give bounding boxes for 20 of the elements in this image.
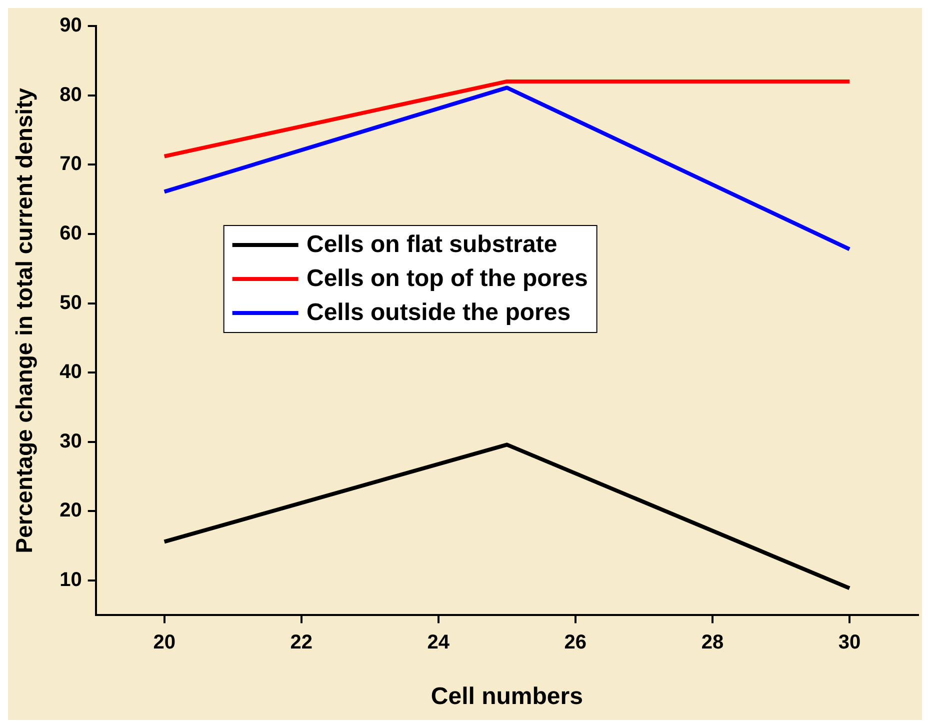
- x-tick-label: 28: [701, 632, 724, 654]
- y-tick-label: 60: [60, 222, 82, 244]
- legend-label: Cells on top of the pores: [306, 264, 588, 294]
- y-tick-label: 20: [60, 500, 82, 522]
- x-axis-title: Cell numbers: [430, 683, 583, 710]
- x-tick-label: 20: [153, 632, 176, 654]
- y-tick-label: 50: [60, 292, 82, 314]
- y-tick-label: 40: [60, 361, 82, 384]
- y-tick-label: 10: [60, 569, 82, 592]
- y-tick-label: 80: [60, 84, 82, 106]
- y-tick-label: 90: [60, 14, 82, 37]
- x-tick-label: 24: [427, 632, 450, 654]
- y-axis-title: Percentage change in total current density: [11, 88, 38, 554]
- legend-label: Cells on flat substrate: [306, 230, 558, 260]
- x-tick-label: 30: [838, 632, 861, 654]
- x-tick-label: 22: [290, 632, 313, 654]
- legend-label: Cells outside the pores: [306, 298, 571, 328]
- y-tick-label: 30: [60, 430, 82, 452]
- x-tick-label: 26: [564, 632, 587, 654]
- y-tick-label: 70: [60, 153, 82, 176]
